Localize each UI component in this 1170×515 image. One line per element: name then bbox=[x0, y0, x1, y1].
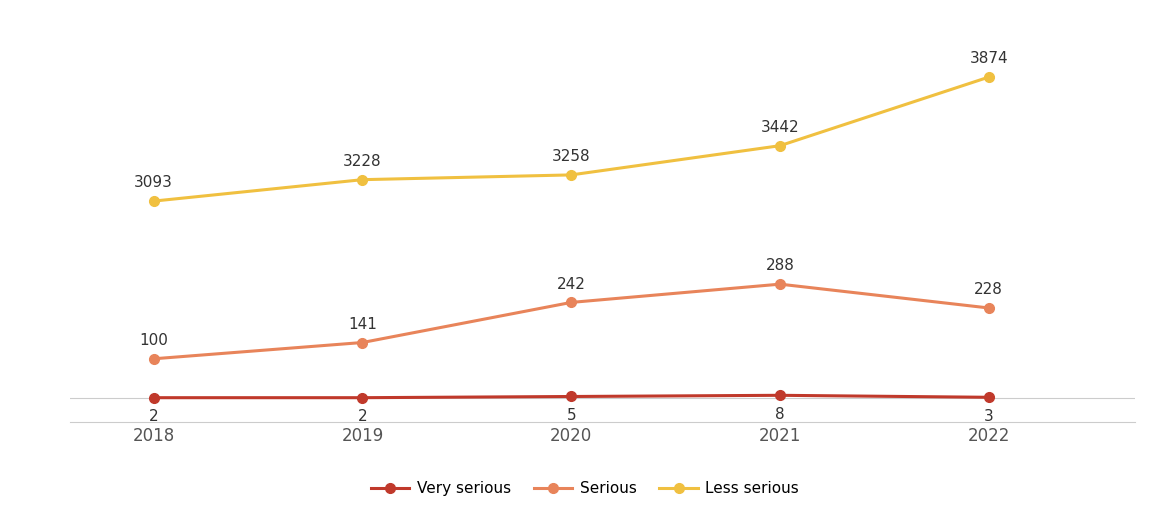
Text: 2: 2 bbox=[149, 409, 158, 424]
Text: 242: 242 bbox=[557, 277, 586, 291]
Text: 228: 228 bbox=[975, 282, 1003, 297]
Text: 3228: 3228 bbox=[343, 154, 381, 169]
Text: 100: 100 bbox=[139, 333, 168, 348]
Text: 3: 3 bbox=[984, 409, 993, 424]
Legend: Very serious, Serious, Less serious: Very serious, Serious, Less serious bbox=[365, 475, 805, 502]
Text: 8: 8 bbox=[776, 407, 785, 422]
Text: 3874: 3874 bbox=[970, 51, 1009, 66]
Text: 141: 141 bbox=[347, 317, 377, 332]
Text: 2: 2 bbox=[358, 409, 367, 424]
Text: 3093: 3093 bbox=[135, 175, 173, 190]
Text: 3258: 3258 bbox=[552, 149, 591, 164]
Text: 3442: 3442 bbox=[760, 120, 799, 135]
Text: 288: 288 bbox=[765, 258, 794, 273]
Text: 5: 5 bbox=[566, 408, 576, 423]
